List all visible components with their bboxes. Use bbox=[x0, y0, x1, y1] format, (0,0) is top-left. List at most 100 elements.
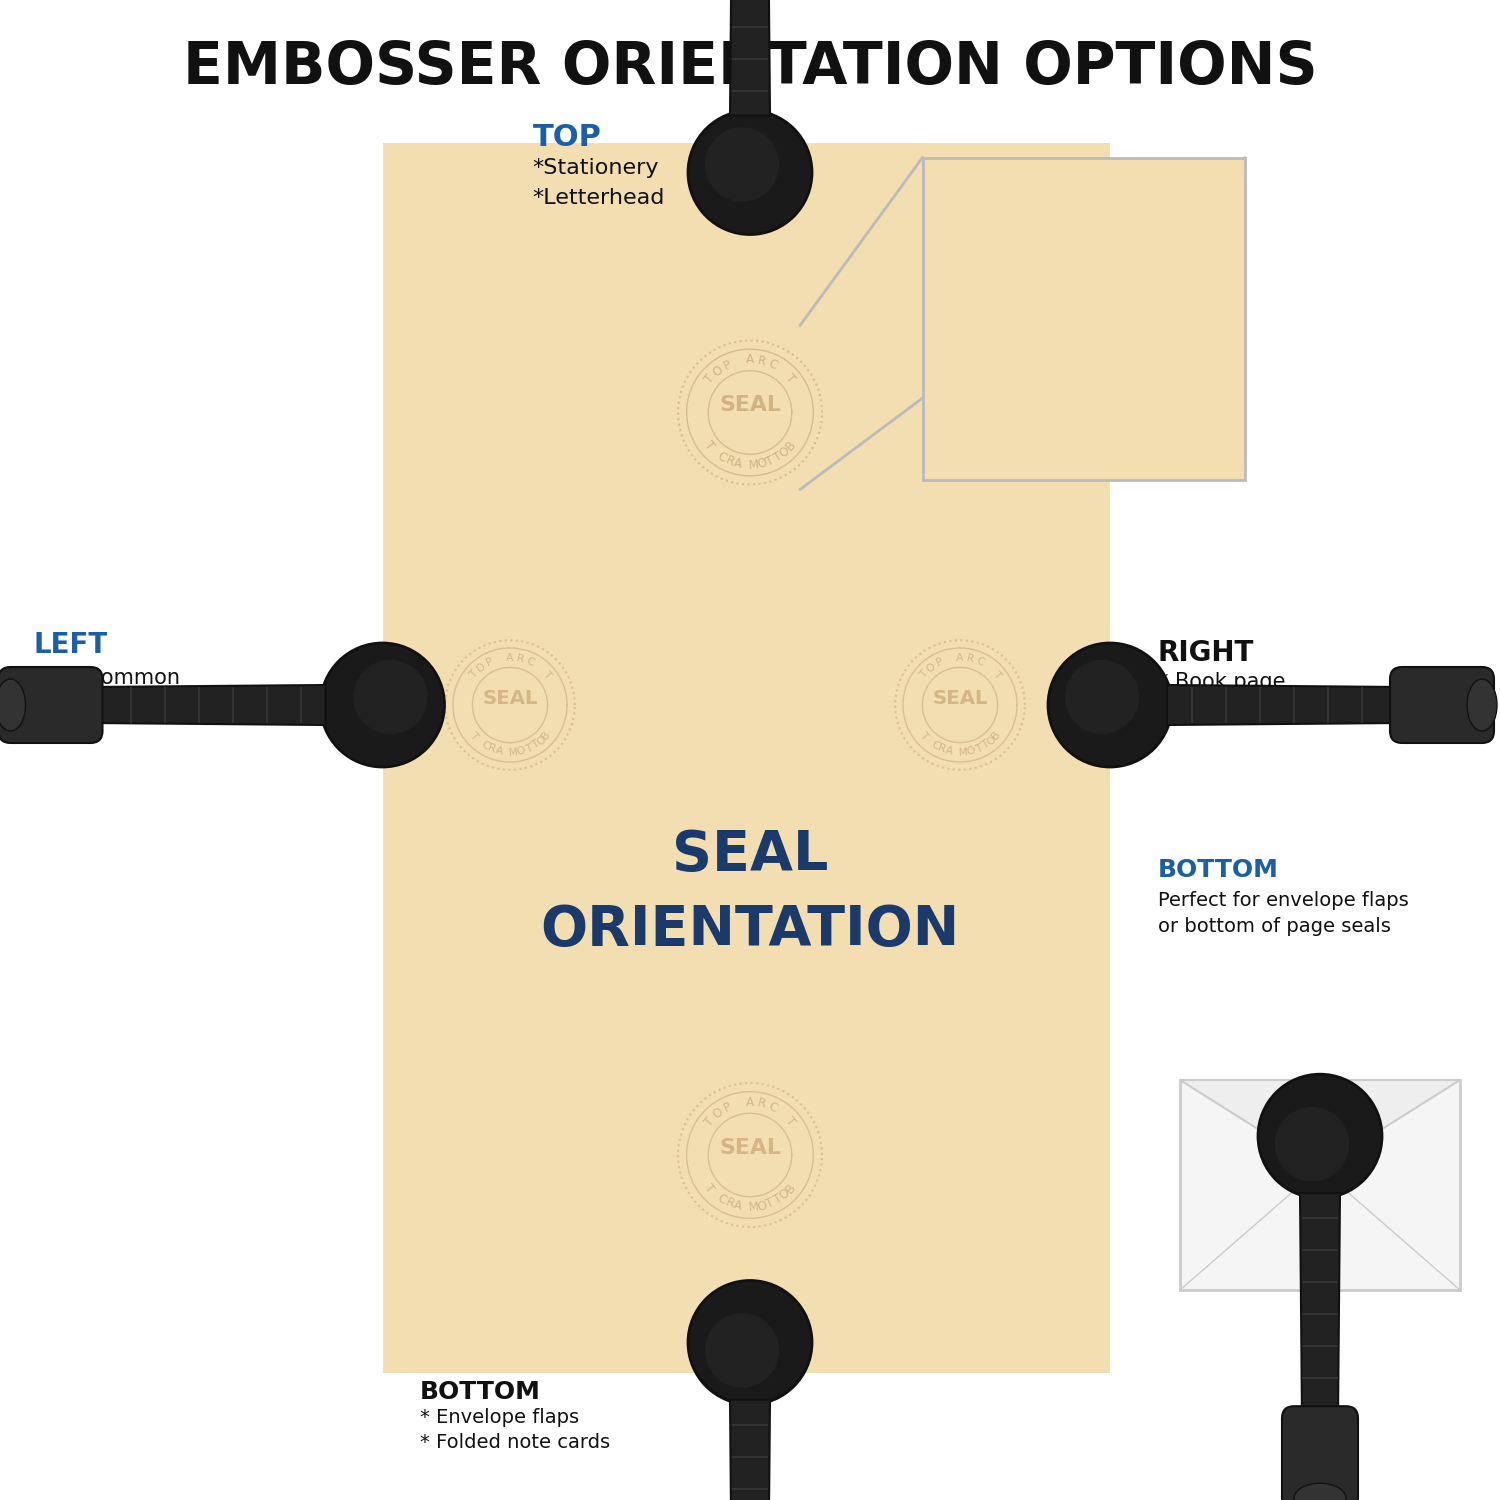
Text: SEAL: SEAL bbox=[483, 688, 537, 708]
Text: T: T bbox=[765, 453, 777, 468]
Text: T: T bbox=[1108, 390, 1128, 412]
Text: M: M bbox=[958, 747, 969, 758]
Text: C: C bbox=[525, 656, 536, 669]
Text: T: T bbox=[980, 740, 990, 752]
FancyBboxPatch shape bbox=[0, 668, 102, 742]
Ellipse shape bbox=[1467, 680, 1497, 730]
Text: O: O bbox=[1299, 1101, 1306, 1108]
Circle shape bbox=[1275, 1107, 1348, 1182]
Ellipse shape bbox=[0, 680, 26, 730]
Circle shape bbox=[688, 111, 812, 234]
Text: O: O bbox=[474, 662, 488, 674]
Text: T: T bbox=[783, 1114, 798, 1128]
Text: A: A bbox=[1311, 1150, 1316, 1156]
Text: T: T bbox=[530, 740, 540, 752]
Text: T: T bbox=[1328, 1149, 1334, 1155]
Text: A: A bbox=[944, 746, 954, 756]
Text: O: O bbox=[777, 444, 792, 460]
Text: *Stationery: *Stationery bbox=[532, 158, 658, 178]
Text: T: T bbox=[771, 1192, 784, 1208]
Text: *Letterhead: *Letterhead bbox=[532, 188, 664, 209]
Text: O: O bbox=[710, 363, 726, 380]
Text: P: P bbox=[934, 657, 945, 668]
Text: C: C bbox=[1329, 1098, 1335, 1104]
Text: SEAL: SEAL bbox=[1304, 1116, 1336, 1130]
Text: A: A bbox=[732, 456, 742, 471]
Text: M: M bbox=[509, 747, 519, 758]
Text: P: P bbox=[1036, 226, 1056, 249]
Text: A: A bbox=[732, 1198, 742, 1214]
Text: R: R bbox=[486, 742, 496, 754]
Text: O: O bbox=[710, 1106, 726, 1122]
Text: SEAL: SEAL bbox=[718, 1138, 782, 1158]
Text: P: P bbox=[1305, 1098, 1311, 1104]
Text: T: T bbox=[918, 669, 930, 681]
Text: TOP: TOP bbox=[532, 123, 602, 153]
Circle shape bbox=[1258, 1074, 1382, 1198]
Text: T: T bbox=[765, 1196, 777, 1210]
Text: * Book page: * Book page bbox=[1158, 672, 1286, 693]
Text: T: T bbox=[1004, 251, 1026, 273]
Text: T: T bbox=[540, 669, 552, 681]
Text: M: M bbox=[748, 458, 760, 472]
Polygon shape bbox=[730, 1400, 770, 1500]
Text: B: B bbox=[1142, 364, 1164, 387]
Text: R: R bbox=[1094, 220, 1113, 243]
Text: P: P bbox=[484, 657, 495, 668]
Text: A: A bbox=[957, 652, 963, 663]
Text: T: T bbox=[990, 669, 1002, 681]
Text: O: O bbox=[756, 1198, 768, 1214]
Text: P: P bbox=[722, 1100, 734, 1114]
Text: T: T bbox=[1296, 1142, 1302, 1148]
Text: O: O bbox=[1095, 394, 1114, 417]
Text: C: C bbox=[1302, 1146, 1308, 1154]
Polygon shape bbox=[1167, 686, 1402, 724]
Text: R: R bbox=[723, 1196, 736, 1210]
Text: T: T bbox=[468, 729, 480, 741]
Text: B: B bbox=[1338, 1140, 1344, 1148]
Text: C: C bbox=[766, 357, 778, 372]
Polygon shape bbox=[1180, 1080, 1460, 1168]
Text: C: C bbox=[766, 1100, 778, 1114]
Text: ORIENTATION: ORIENTATION bbox=[540, 903, 960, 957]
Text: B: B bbox=[783, 1180, 798, 1196]
Ellipse shape bbox=[1294, 1484, 1346, 1500]
Text: T: T bbox=[1332, 1146, 1338, 1154]
Text: T: T bbox=[771, 450, 784, 465]
Text: *Not Common: *Not Common bbox=[33, 668, 180, 688]
Bar bbox=[1180, 1080, 1460, 1290]
Text: O: O bbox=[756, 456, 768, 471]
Text: O: O bbox=[777, 1186, 792, 1203]
Text: T: T bbox=[702, 372, 717, 386]
Text: * Envelope flaps: * Envelope flaps bbox=[420, 1408, 579, 1426]
Text: M: M bbox=[1082, 398, 1101, 418]
Circle shape bbox=[1065, 660, 1138, 734]
Text: or bottom of page seals: or bottom of page seals bbox=[1158, 918, 1390, 936]
FancyBboxPatch shape bbox=[1282, 1406, 1358, 1500]
Text: T: T bbox=[702, 440, 717, 453]
Text: C: C bbox=[478, 740, 490, 752]
Text: A: A bbox=[507, 652, 513, 663]
Text: R: R bbox=[936, 742, 946, 754]
Circle shape bbox=[1048, 644, 1172, 766]
Text: RIGHT: RIGHT bbox=[1158, 639, 1254, 666]
Text: A: A bbox=[746, 354, 754, 366]
Text: T: T bbox=[1120, 382, 1142, 406]
Text: R: R bbox=[1038, 390, 1059, 412]
Text: LEFT: LEFT bbox=[33, 632, 108, 658]
Text: BOTTOM: BOTTOM bbox=[1158, 858, 1280, 882]
Text: P: P bbox=[722, 357, 734, 372]
Text: SEAL: SEAL bbox=[718, 396, 782, 416]
Text: R: R bbox=[756, 354, 766, 369]
Text: A: A bbox=[1318, 1096, 1322, 1101]
Circle shape bbox=[354, 660, 428, 734]
Bar bbox=[382, 142, 1110, 1372]
Text: Perfect for envelope flaps: Perfect for envelope flaps bbox=[1158, 891, 1408, 909]
Text: O: O bbox=[534, 734, 548, 747]
Text: R: R bbox=[966, 652, 975, 664]
Text: T: T bbox=[1142, 251, 1164, 273]
Text: O: O bbox=[516, 746, 526, 758]
Text: C: C bbox=[975, 656, 986, 669]
Text: M: M bbox=[1320, 1150, 1324, 1156]
Text: O: O bbox=[1131, 374, 1155, 399]
